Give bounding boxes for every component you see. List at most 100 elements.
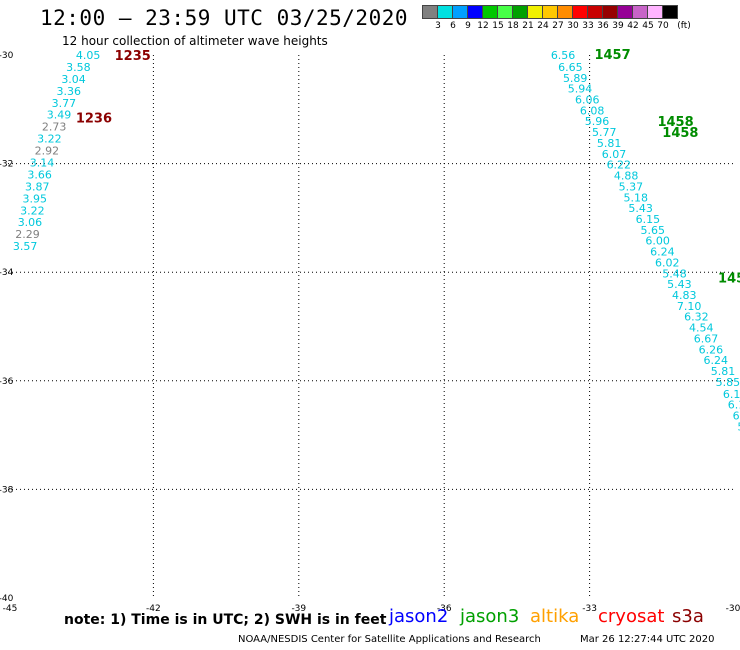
wave-height-value: 6.65 bbox=[558, 61, 583, 74]
wave-height-value: 4.83 bbox=[672, 289, 697, 302]
legend-label: 36 bbox=[597, 21, 609, 31]
wave-height-value: 6.24 bbox=[703, 354, 728, 367]
wave-height-value: 3.58 bbox=[66, 61, 91, 74]
wave-height-value: 6.67 bbox=[694, 332, 719, 345]
legend-label: 45 bbox=[642, 21, 654, 31]
wave-height-value: 5.81 bbox=[711, 365, 736, 378]
wave-height-value: 6.2 bbox=[733, 410, 740, 423]
longitude-label: -42 bbox=[146, 604, 161, 614]
wave-height-value: 6.07 bbox=[602, 148, 627, 161]
wave-height-value: 2.29 bbox=[15, 228, 40, 241]
wave-height-value: 3.87 bbox=[25, 180, 50, 193]
wave-height-value: 6.32 bbox=[684, 311, 709, 324]
pass-time-label: 1458 bbox=[657, 115, 693, 130]
satellite-legend-jason3: jason3 bbox=[460, 606, 520, 627]
color-scale-labels: 3 6 9 12 15 18 21 24 27 30 33 36 39 42 45 70 (ft) bbox=[422, 21, 740, 33]
wave-height-value: 6.26 bbox=[699, 343, 724, 356]
wave-height-value: 4.05 bbox=[76, 49, 101, 62]
longitude-label: -45 bbox=[3, 604, 18, 614]
generation-timestamp: Mar 26 12:27:44 UTC 2020 bbox=[580, 634, 715, 645]
wave-height-value: 3.57 bbox=[13, 240, 37, 253]
wave-height-value: 2.73 bbox=[42, 121, 67, 134]
legend-label: 21 bbox=[522, 21, 534, 31]
wave-height-value: 5.48 bbox=[662, 267, 687, 280]
longitude-label: -39 bbox=[291, 604, 306, 614]
wave-height-value: 6.02 bbox=[655, 256, 680, 269]
wave-height-value: 6.06 bbox=[575, 94, 600, 107]
wave-height-value: 4.54 bbox=[689, 322, 714, 335]
wave-height-value: 3.49 bbox=[47, 109, 71, 122]
legend-label: 27 bbox=[552, 21, 564, 31]
pass-time-label: 1236 bbox=[76, 111, 112, 126]
wave-height-value: 6.08 bbox=[580, 104, 605, 117]
wave-height-value: 5.89 bbox=[563, 72, 588, 85]
latitude-label: -40 bbox=[0, 594, 14, 604]
pass-time-label: 1458 bbox=[662, 126, 698, 141]
wave-height-value: 2.92 bbox=[35, 145, 60, 158]
color-scale-legend bbox=[422, 5, 678, 19]
pass-time-label: 1235 bbox=[115, 49, 151, 64]
wave-height-value: 5 bbox=[737, 420, 740, 433]
legend-label: 15 bbox=[492, 21, 504, 31]
wave-height-value: 7.10 bbox=[677, 300, 702, 313]
legend-label: 39 bbox=[612, 21, 624, 31]
legend-label: 33 bbox=[582, 21, 594, 31]
legend-label: 12 bbox=[477, 21, 489, 31]
wave-height-value: 5.94 bbox=[568, 83, 593, 96]
wave-height-value: 5.96 bbox=[585, 115, 610, 128]
wave-height-value: 4.88 bbox=[614, 170, 639, 183]
wave-height-value: 5.85 bbox=[716, 376, 740, 389]
wave-height-value: 3.95 bbox=[23, 192, 48, 205]
wave-height-value: 6.56 bbox=[551, 49, 576, 62]
map-subtitle: 12 hour collection of altimeter wave hei… bbox=[62, 34, 328, 48]
wave-height-value: 5.43 bbox=[667, 278, 692, 291]
wave-height-value: 6.00 bbox=[645, 235, 670, 248]
wave-height-value: 5.77 bbox=[592, 126, 617, 139]
wave-height-value: 6.15 bbox=[636, 213, 661, 226]
wave-height-value: 6.16 bbox=[728, 399, 740, 412]
wave-height-value: 6.24 bbox=[650, 246, 675, 259]
wave-height-value: 5.81 bbox=[597, 137, 622, 150]
wave-height-value: 3.06 bbox=[18, 216, 43, 229]
latitude-label: -30 bbox=[0, 51, 14, 61]
satellite-legend-s3a: s3a bbox=[672, 606, 704, 627]
wave-height-value: 5.43 bbox=[628, 202, 653, 215]
satellite-legend-altika: altika bbox=[530, 606, 580, 627]
legend-label: 18 bbox=[507, 21, 519, 31]
wave-height-value: 5.37 bbox=[619, 180, 644, 193]
satellite-legend-cryosat: cryosat bbox=[598, 606, 665, 627]
legend-label: 9 bbox=[465, 21, 471, 31]
credit-text: NOAA/NESDIS Center for Satellite Applica… bbox=[238, 634, 541, 645]
legend-label: 6 bbox=[450, 21, 456, 31]
wave-height-value: 6.22 bbox=[607, 159, 632, 172]
wave-height-value: 6.13 bbox=[723, 388, 740, 401]
wave-height-value: 5.65 bbox=[640, 224, 665, 237]
wave-height-value: 5.18 bbox=[624, 191, 649, 204]
wave-height-value: 3.04 bbox=[61, 73, 86, 86]
satellite-legend-jason2: jason2 bbox=[389, 606, 449, 627]
longitude-label: -30 bbox=[726, 604, 740, 614]
wave-height-value: 3.77 bbox=[52, 97, 76, 110]
latitude-label: -32 bbox=[0, 160, 13, 170]
latitude-label: -38 bbox=[0, 485, 14, 495]
wave-height-value: 3.36 bbox=[56, 85, 81, 98]
units-note: note: 1) Time is in UTC; 2) SWH is in fe… bbox=[64, 612, 387, 628]
latitude-label: -36 bbox=[0, 377, 14, 387]
legend-label: 70 bbox=[657, 21, 669, 31]
wave-height-value: 3.66 bbox=[27, 168, 51, 181]
legend-label: 24 bbox=[537, 21, 549, 31]
map-title: 12:00 – 23:59 UTC 03/25/2020 bbox=[40, 6, 409, 30]
legend-label: 3 bbox=[435, 21, 441, 31]
legend-swatch bbox=[662, 5, 678, 19]
wave-height-value: 3.14 bbox=[30, 157, 54, 170]
longitude-label: -36 bbox=[437, 604, 452, 614]
latitude-label: -34 bbox=[0, 268, 14, 278]
wave-height-value: 3.22 bbox=[20, 204, 45, 217]
wave-height-value: 3.22 bbox=[37, 133, 62, 146]
pass-time-label: 1459 bbox=[718, 272, 740, 287]
legend-label: 30 bbox=[567, 21, 579, 31]
longitude-label: -33 bbox=[582, 604, 597, 614]
legend-label: 42 bbox=[627, 21, 639, 31]
legend-label: (ft) bbox=[677, 21, 691, 31]
